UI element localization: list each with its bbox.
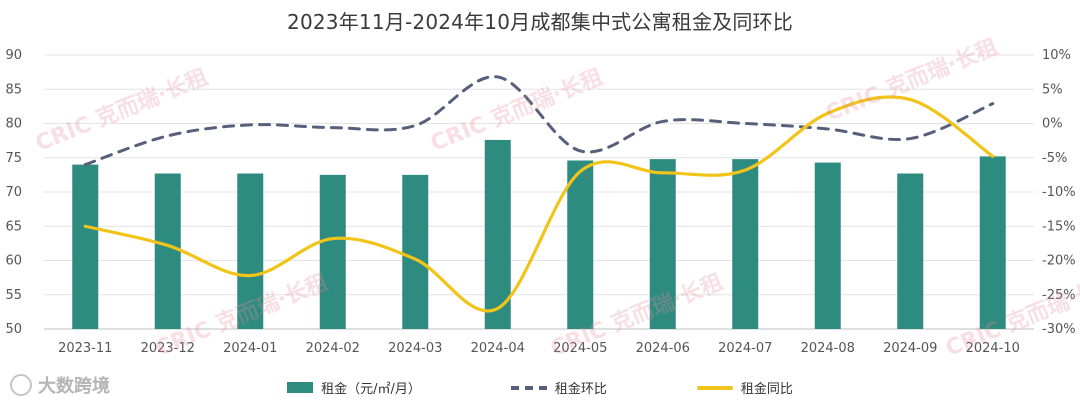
x-tick-label: 2024-03: [388, 341, 442, 356]
bar: [72, 164, 99, 329]
bar: [814, 162, 841, 329]
y-left-tick-label: 80: [5, 117, 22, 132]
legend-label-mom: 租金环比: [554, 382, 607, 397]
bar: [237, 173, 264, 329]
x-tick-label: 2024-01: [223, 341, 277, 356]
y-left-tick-label: 60: [5, 254, 22, 269]
y-left-tick-label: 55: [5, 288, 22, 303]
bar: [979, 156, 1006, 329]
y-left-tick-label: 65: [5, 219, 22, 234]
x-tick-label: 2024-05: [553, 341, 607, 356]
logo-circle-icon: [10, 374, 32, 396]
legend-swatch-bar: [287, 382, 314, 393]
y-right-tick-label: -5%: [1042, 151, 1067, 166]
bar: [154, 173, 181, 329]
chart-title: 2023年11月-2024年10月成都集中式公寓租金及同环比: [287, 10, 793, 34]
y-left-tick-label: 90: [5, 48, 22, 63]
legend-swatch-line: [696, 385, 733, 390]
y-right-tick-label: -30%: [1042, 322, 1076, 337]
y-right-tick-label: 0%: [1042, 117, 1063, 132]
y-right-tick-label: 5%: [1042, 82, 1063, 97]
bar: [402, 174, 429, 329]
x-tick-label: 2024-07: [718, 341, 772, 356]
x-tick-label: 2024-10: [966, 341, 1020, 356]
x-tick-label: 2024-09: [883, 341, 937, 356]
x-tick-label: 2024-02: [306, 341, 360, 356]
legend-item-mom: 租金环比: [510, 378, 607, 397]
y-left-tick-label: 75: [5, 151, 22, 166]
line-yoy: [83, 95, 995, 313]
bar: [897, 173, 924, 329]
source-logo: 大数跨境: [10, 372, 110, 398]
x-tick-label: 2023-12: [141, 341, 195, 356]
bar: [567, 160, 594, 329]
y-left-tick-label: 85: [5, 82, 22, 97]
bar: [732, 159, 759, 329]
bar: [649, 159, 676, 329]
legend: 租金（元/㎡/月） 租金环比 租金同比: [0, 378, 1080, 397]
line-mom: [83, 75, 995, 167]
legend-label-rent: 租金（元/㎡/月）: [321, 382, 421, 397]
bar: [484, 139, 511, 329]
y-right-tick-label: -20%: [1042, 254, 1076, 269]
x-tick-label: 2024-08: [801, 341, 855, 356]
legend-swatch-dashed: [510, 385, 547, 390]
y-right-tick-label: -25%: [1042, 288, 1076, 303]
y-left-tick-label: 50: [5, 322, 22, 337]
x-tick-label: 2024-06: [636, 341, 690, 356]
x-tick-label: 2024-04: [471, 341, 525, 356]
y-right-tick-label: -15%: [1042, 219, 1076, 234]
y-left-tick-label: 70: [5, 185, 22, 200]
legend-item-rent: 租金（元/㎡/月）: [287, 378, 421, 397]
source-label: 大数跨境: [38, 376, 110, 397]
legend-item-yoy: 租金同比: [696, 378, 793, 397]
legend-label-yoy: 租金同比: [740, 382, 793, 397]
x-tick-label: 2023-11: [58, 341, 112, 356]
y-right-tick-label: 10%: [1042, 48, 1071, 63]
y-right-tick-label: -10%: [1042, 185, 1076, 200]
bar: [319, 174, 346, 329]
